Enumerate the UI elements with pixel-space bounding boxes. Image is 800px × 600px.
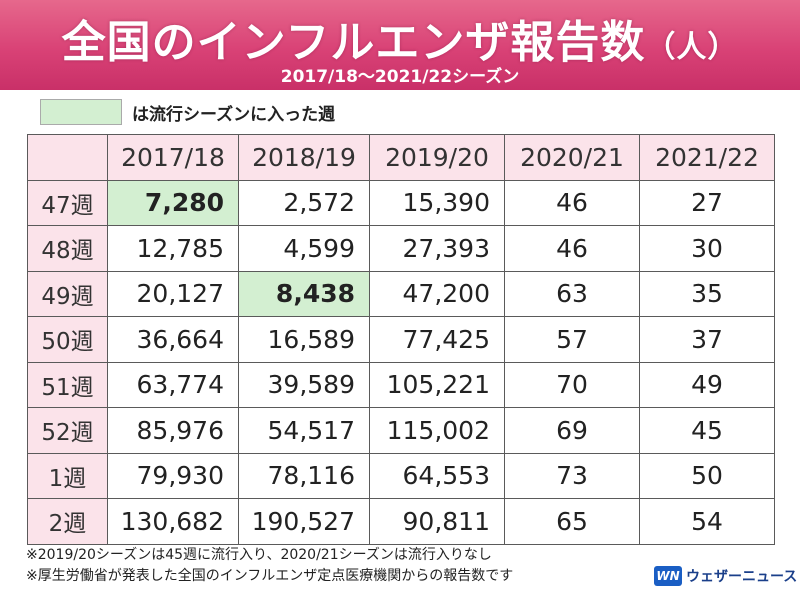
table-cell: 36,664 <box>107 316 239 363</box>
table-cell: 47,200 <box>369 270 505 317</box>
table-cell: 12,785 <box>107 225 239 272</box>
table-cell: 50 <box>639 452 775 499</box>
influenza-table: 2017/18 2018/19 2019/20 2020/21 2021/22 … <box>27 134 775 545</box>
header-corner <box>27 134 108 181</box>
footnote: ※2019/20シーズンは45週に流行入り、2020/21シーズンは流行入りなし <box>26 547 492 563</box>
table-row: 1週 79,930 78,116 64,553 73 50 <box>27 452 775 499</box>
table-header-row: 2017/18 2018/19 2019/20 2020/21 2021/22 <box>27 134 775 181</box>
title-banner: 全国のインフルエンザ報告数（人） 2017/18～2021/22シーズン <box>0 0 800 90</box>
table-cell: 27,393 <box>369 225 505 272</box>
table-cell: 90,811 <box>369 498 505 545</box>
row-header-week: 48週 <box>27 225 108 272</box>
page-title: 全国のインフルエンザ報告数（人） <box>0 6 800 70</box>
table-cell: 64,553 <box>369 452 505 499</box>
table-cell-highlighted: 7,280 <box>107 179 239 226</box>
table-cell: 73 <box>504 452 640 499</box>
column-header: 2021/22 <box>639 134 775 181</box>
table-cell: 54,517 <box>238 407 370 454</box>
table-cell: 78,116 <box>238 452 370 499</box>
table-cell: 20,127 <box>107 270 239 317</box>
table-cell: 54 <box>639 498 775 545</box>
table-cell: 79,930 <box>107 452 239 499</box>
table-cell: 115,002 <box>369 407 505 454</box>
table-cell: 69 <box>504 407 640 454</box>
row-header-week: 2週 <box>27 498 108 545</box>
title-text: 全国のインフルエンザ報告数 <box>61 17 646 68</box>
row-header-week: 52週 <box>27 407 108 454</box>
table-cell: 35 <box>639 270 775 317</box>
table-cell: 45 <box>639 407 775 454</box>
table-cell: 49 <box>639 361 775 408</box>
title-unit: （人） <box>645 30 739 65</box>
row-header-week: 1週 <box>27 452 108 499</box>
table-cell: 63,774 <box>107 361 239 408</box>
legend: は流行シーズンに入った週 <box>40 98 335 126</box>
table-row: 48週 12,785 4,599 27,393 46 30 <box>27 225 775 272</box>
logo-mark-icon: WN <box>654 566 682 586</box>
row-header-week: 51週 <box>27 361 108 408</box>
table-cell: 70 <box>504 361 640 408</box>
page-subtitle: 2017/18～2021/22シーズン <box>280 67 520 87</box>
table-cell: 37 <box>639 316 775 363</box>
row-header-week: 49週 <box>27 270 108 317</box>
table-cell-highlighted: 8,438 <box>238 270 370 317</box>
legend-swatch <box>40 99 122 125</box>
legend-label: は流行シーズンに入った週 <box>132 104 336 125</box>
column-header: 2018/19 <box>238 134 370 181</box>
table-cell: 77,425 <box>369 316 505 363</box>
table-cell: 85,976 <box>107 407 239 454</box>
table-cell: 16,589 <box>238 316 370 363</box>
table-row: 47週 7,280 2,572 15,390 46 27 <box>27 179 775 226</box>
footnote: ※厚生労働省が発表した全国のインフルエンザ定点医療機関からの報告数です <box>26 568 514 584</box>
weathernews-logo: WN ウェザーニュース <box>654 566 797 586</box>
table-cell: 63 <box>504 270 640 317</box>
table-cell: 27 <box>639 179 775 226</box>
table-cell: 15,390 <box>369 179 505 226</box>
table-cell: 46 <box>504 225 640 272</box>
table-row: 2週 130,682 190,527 90,811 65 54 <box>27 498 775 545</box>
footnotes: ※2019/20シーズンは45週に流行入り、2020/21シーズンは流行入りなし… <box>26 545 513 587</box>
column-header: 2020/21 <box>504 134 640 181</box>
row-header-week: 50週 <box>27 316 108 363</box>
table-cell: 2,572 <box>238 179 370 226</box>
table-cell: 39,589 <box>238 361 370 408</box>
table-cell: 190,527 <box>238 498 370 545</box>
row-header-week: 47週 <box>27 179 108 226</box>
column-header: 2017/18 <box>107 134 239 181</box>
table-cell: 46 <box>504 179 640 226</box>
table-cell: 130,682 <box>107 498 239 545</box>
table-row: 51週 63,774 39,589 105,221 70 49 <box>27 361 775 408</box>
table-cell: 30 <box>639 225 775 272</box>
table-row: 50週 36,664 16,589 77,425 57 37 <box>27 316 775 363</box>
table-cell: 57 <box>504 316 640 363</box>
column-header: 2019/20 <box>369 134 505 181</box>
table-cell: 105,221 <box>369 361 505 408</box>
table-row: 49週 20,127 8,438 47,200 63 35 <box>27 270 775 317</box>
table-row: 52週 85,976 54,517 115,002 69 45 <box>27 407 775 454</box>
table-cell: 4,599 <box>238 225 370 272</box>
logo-text: ウェザーニュース <box>686 569 798 585</box>
table-cell: 65 <box>504 498 640 545</box>
